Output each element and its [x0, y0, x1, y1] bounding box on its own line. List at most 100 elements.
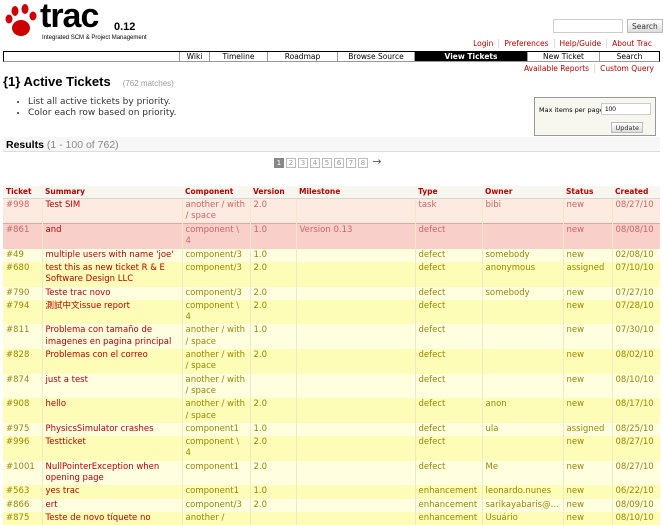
cell-ticket[interactable]: #794 — [3, 299, 42, 325]
nav-tab-search[interactable]: Search — [599, 52, 659, 61]
nav-tab-timeline[interactable]: Timeline — [209, 52, 267, 61]
trac-version: 0.12 — [114, 21, 136, 33]
nav-tab-browse-source[interactable]: Browse Source — [337, 52, 414, 61]
cell-milestone — [295, 398, 415, 423]
cell-version: 2.0 — [249, 436, 296, 461]
page-link[interactable]: 1 — [274, 158, 284, 168]
cell-summary[interactable]: PhysicsSimulator crashes — [41, 422, 182, 437]
cell-summary[interactable]: NullPointerException when opening page — [41, 460, 182, 486]
max-items-input[interactable] — [601, 103, 651, 115]
search-input[interactable] — [553, 19, 623, 33]
cell-owner: somebody — [481, 248, 563, 262]
meta-link-preferences[interactable]: Preferences — [498, 39, 553, 48]
cell-ticket[interactable]: #908 — [3, 398, 42, 423]
cell-ticket[interactable]: #874 — [3, 373, 42, 399]
cell-ticket[interactable]: #1001 — [3, 460, 42, 486]
cell-summary[interactable]: Problema con tamaño de imagenes en pagin… — [41, 324, 182, 350]
nav-tab-new-ticket[interactable]: New Ticket — [527, 52, 599, 61]
cell-version: 1.0 — [249, 485, 296, 499]
cell-summary[interactable]: 測試中文issue report — [41, 299, 182, 325]
cell-summary[interactable]: Problemas con el correo — [41, 349, 182, 374]
cell-status: new — [562, 198, 612, 224]
page-link[interactable]: 4 — [310, 158, 320, 168]
main-nav: Wiki Timeline Roadmap Browse Source View Tic… — [3, 51, 660, 62]
meta-nav: Login Preferences Help/Guide About Trac — [468, 39, 657, 48]
table-row: #790 Teste trac novo component/3 2.0 defect s… — [3, 286, 660, 300]
page-link[interactable]: 2 — [286, 158, 296, 168]
page-link[interactable]: 3 — [298, 158, 308, 168]
column-header-ticket[interactable]: Ticket — [3, 186, 42, 199]
trac-logo[interactable]: trac 0.12 Integrated SCM & Project Manag… — [4, 0, 154, 43]
cell-component: component1 — [181, 460, 250, 486]
column-header-milestone[interactable]: Milestone — [296, 186, 415, 199]
cell-owner: Usuário — [481, 511, 563, 525]
cell-summary[interactable]: ert — [41, 498, 182, 512]
cell-ticket[interactable]: #998 — [3, 198, 42, 224]
page-link[interactable]: 7 — [346, 158, 356, 168]
cell-created: 08/02/10 — [611, 349, 660, 374]
update-button[interactable]: Update — [611, 122, 643, 133]
context-link-custom-query[interactable]: Custom Query — [594, 64, 659, 73]
description-item: List all active tickets by priority. — [28, 97, 176, 108]
cell-summary[interactable]: just a test — [41, 373, 182, 399]
search-form: Search — [553, 19, 663, 33]
cell-summary[interactable]: and — [41, 223, 182, 249]
cell-created: 08/10/10 — [611, 373, 660, 399]
cell-ticket[interactable]: #790 — [3, 286, 42, 300]
column-header-owner[interactable]: Owner — [482, 186, 563, 199]
next-page-arrow-icon[interactable]: → — [372, 155, 382, 168]
nav-tab-roadmap[interactable]: Roadmap — [267, 52, 337, 61]
context-link-available-reports[interactable]: Available Reports — [523, 64, 590, 73]
cell-version: 2.0 — [249, 398, 296, 423]
cell-summary[interactable]: test this as new ticket R & E Software D… — [41, 261, 182, 287]
cell-ticket[interactable]: #828 — [3, 349, 42, 374]
cell-status: new — [562, 248, 612, 262]
cell-owner: leonardo.nunes — [481, 485, 563, 499]
cell-status: new — [562, 498, 612, 512]
cell-summary[interactable]: multiple users with name 'joe' — [41, 248, 182, 262]
page-link[interactable]: 5 — [322, 158, 332, 168]
column-header-created[interactable]: Created — [612, 186, 660, 199]
column-header-type[interactable]: Type — [415, 186, 482, 199]
cell-status: new — [562, 460, 612, 486]
meta-link-login[interactable]: Login — [473, 39, 494, 48]
page-link[interactable]: 6 — [334, 158, 344, 168]
cell-summary[interactable]: Testticket — [41, 436, 182, 461]
nav-tab-wiki[interactable]: Wiki — [179, 52, 209, 61]
cell-ticket[interactable]: #875 — [3, 511, 42, 525]
cell-ticket[interactable]: #866 — [3, 498, 42, 512]
cell-ticket[interactable]: #975 — [3, 422, 42, 437]
cell-ticket[interactable]: #563 — [3, 485, 42, 499]
cell-milestone — [295, 286, 415, 300]
cell-summary[interactable]: Test SIM — [41, 198, 182, 224]
cell-summary[interactable]: Teste trac novo — [41, 286, 182, 300]
cell-version: 1.0 — [249, 248, 296, 262]
cell-status: assigned — [562, 422, 612, 437]
meta-link-about-trac[interactable]: About Trac — [606, 39, 657, 48]
nav-tab-view-tickets[interactable]: View Tickets — [414, 52, 527, 61]
cell-summary[interactable]: hello — [41, 398, 182, 423]
cell-summary[interactable]: yes trac — [41, 485, 182, 499]
match-count: (762 matches) — [122, 79, 174, 88]
search-button[interactable]: Search — [627, 19, 663, 33]
meta-link-help-guide[interactable]: Help/Guide — [553, 39, 607, 48]
cell-ticket[interactable]: #861 — [3, 223, 42, 249]
column-header-summary[interactable]: Summary — [42, 186, 182, 199]
cell-component: another / with / space — [181, 198, 250, 224]
cell-status: assigned — [562, 261, 612, 287]
page-link[interactable]: 8 — [358, 158, 368, 168]
max-items-label: Max items per page — [539, 106, 604, 114]
cell-version — [249, 511, 296, 525]
cell-ticket[interactable]: #811 — [3, 324, 42, 350]
cell-ticket[interactable]: #680 — [3, 261, 42, 287]
cell-created: 08/08/10 — [611, 223, 660, 249]
column-header-component[interactable]: Component — [182, 186, 250, 199]
cell-ticket[interactable]: #996 — [3, 436, 42, 461]
cell-status: new — [562, 436, 612, 461]
column-header-version[interactable]: Version — [250, 186, 296, 199]
cell-created: 02/08/10 — [611, 248, 660, 262]
cell-milestone — [295, 460, 415, 486]
column-header-status[interactable]: Status — [563, 186, 612, 199]
cell-summary[interactable]: Teste de novo tíquete no — [41, 511, 182, 525]
cell-ticket[interactable]: #49 — [3, 248, 42, 262]
